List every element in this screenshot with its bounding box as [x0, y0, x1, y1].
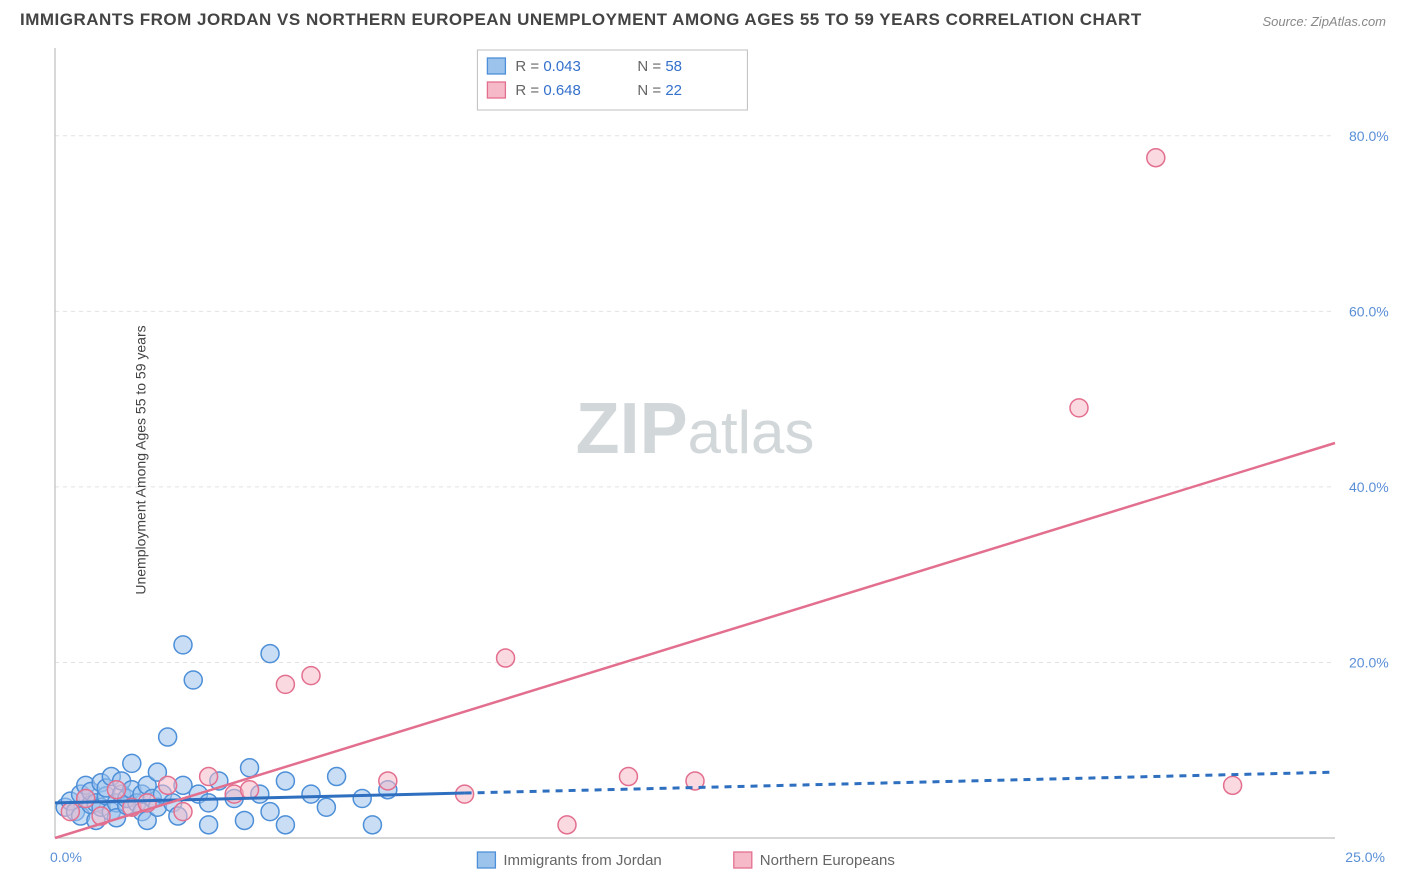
data-point-n_european [1070, 399, 1088, 417]
data-point-jordan [363, 816, 381, 834]
y-tick-label: 80.0% [1349, 128, 1389, 144]
series-label: Northern Europeans [760, 852, 895, 869]
data-point-jordan [276, 816, 294, 834]
series-swatch [734, 852, 752, 868]
scatter-chart: ZIPatlas 20.0% 40.0% 60.0% 80.0% 0.0% 25.0% R =… [0, 40, 1406, 880]
data-point-n_european [241, 781, 259, 799]
chart-title: IMMIGRANTS FROM JORDAN VS NORTHERN EUROP… [20, 10, 1142, 30]
data-point-jordan [353, 790, 371, 808]
data-point-jordan [235, 811, 253, 829]
data-point-n_european [302, 667, 320, 685]
legend-swatch [487, 58, 505, 74]
y-axis-label: Unemployment Among Ages 55 to 59 years [133, 325, 149, 594]
legend-swatch [487, 82, 505, 98]
x-tick-label: 0.0% [50, 849, 82, 865]
legend-r: R = 0.648 [515, 82, 580, 99]
data-point-n_european [159, 776, 177, 794]
data-point-jordan [200, 816, 218, 834]
data-point-jordan [302, 785, 320, 803]
data-point-n_european [174, 803, 192, 821]
data-point-jordan [200, 794, 218, 812]
data-point-jordan [174, 636, 192, 654]
x-tick-label: 25.0% [1345, 849, 1385, 865]
data-point-n_european [497, 649, 515, 667]
data-point-jordan [184, 671, 202, 689]
series-label: Immigrants from Jordan [503, 852, 661, 869]
data-point-jordan [159, 728, 177, 746]
data-point-n_european [379, 772, 397, 790]
data-point-n_european [200, 768, 218, 786]
y-tick-label: 60.0% [1349, 303, 1389, 319]
data-point-jordan [261, 803, 279, 821]
data-point-n_european [619, 768, 637, 786]
data-point-n_european [1147, 149, 1165, 167]
data-point-jordan [317, 798, 335, 816]
svg-text:ZIPatlas: ZIPatlas [576, 389, 815, 469]
legend-n: N = 22 [637, 82, 682, 99]
data-point-n_european [107, 781, 125, 799]
legend-n: N = 58 [637, 58, 682, 75]
data-point-jordan [261, 645, 279, 663]
data-point-jordan [241, 759, 259, 777]
source-attribution: Source: ZipAtlas.com [1262, 14, 1386, 29]
chart-container: Unemployment Among Ages 55 to 59 years Z… [0, 40, 1406, 880]
data-point-n_european [276, 675, 294, 693]
data-point-n_european [558, 816, 576, 834]
data-point-jordan [276, 772, 294, 790]
data-point-n_european [77, 790, 95, 808]
series-swatch [477, 852, 495, 868]
trend-jordan-dashed [465, 772, 1335, 793]
legend-r: R = 0.043 [515, 58, 580, 75]
y-tick-label: 20.0% [1349, 654, 1389, 670]
data-point-n_european [1224, 776, 1242, 794]
data-point-jordan [123, 754, 141, 772]
data-point-n_european [61, 803, 79, 821]
data-point-jordan [328, 768, 346, 786]
y-tick-label: 40.0% [1349, 479, 1389, 495]
